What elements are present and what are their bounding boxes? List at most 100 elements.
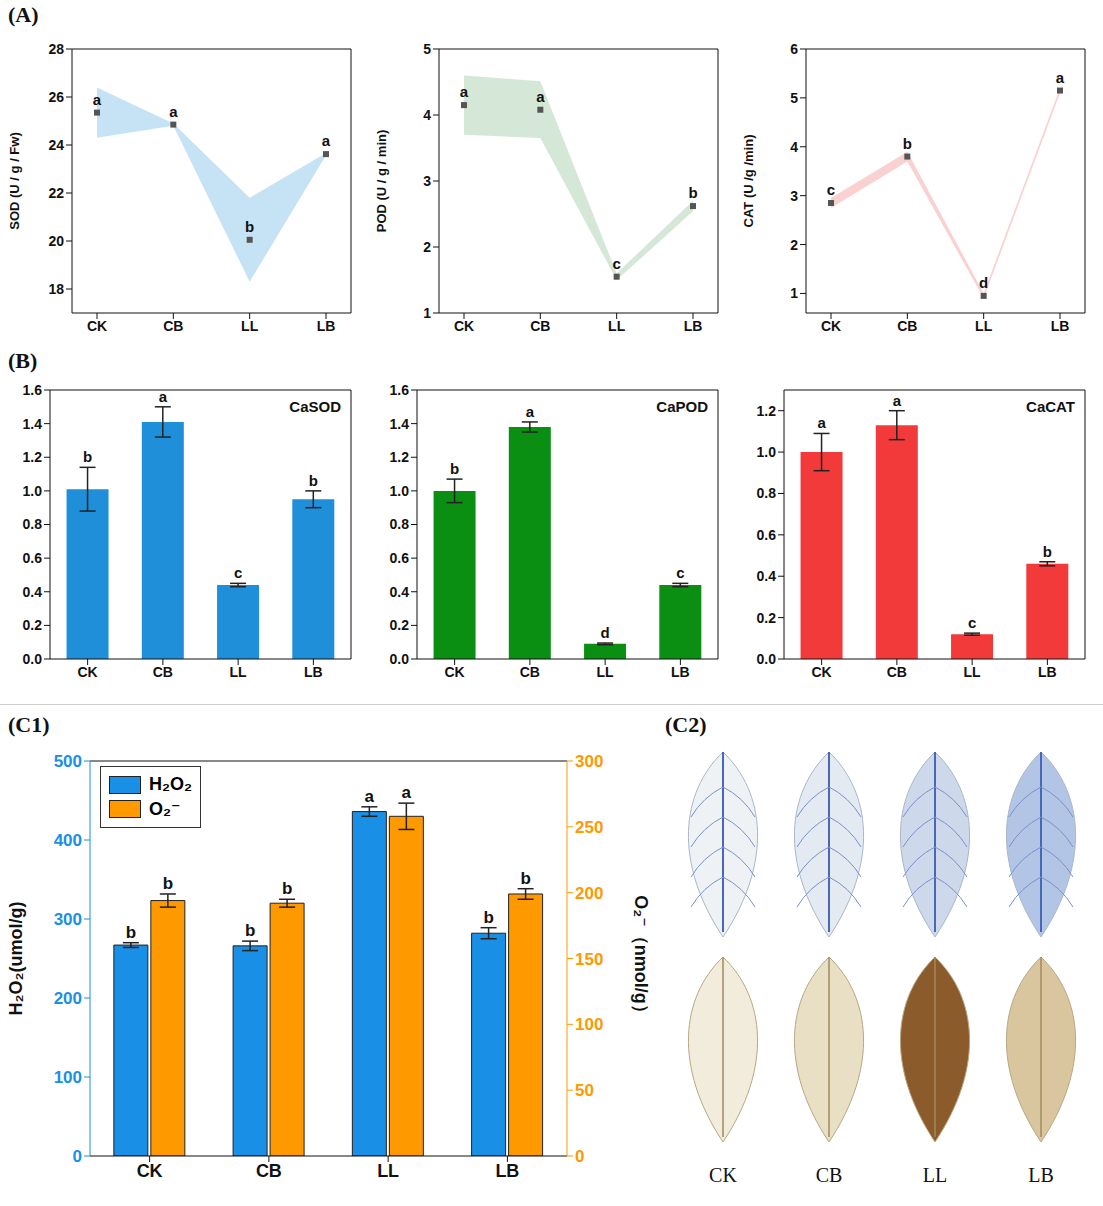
svg-text:1: 1 <box>790 285 798 301</box>
svg-text:0: 0 <box>575 1147 584 1166</box>
svg-text:2: 2 <box>790 237 798 253</box>
svg-text:20: 20 <box>48 233 64 249</box>
svg-text:1.2: 1.2 <box>23 449 43 465</box>
svg-text:LL: LL <box>597 664 615 680</box>
svg-text:0: 0 <box>73 1147 82 1166</box>
svg-text:O₂⁻（nmol/g）: O₂⁻（nmol/g） <box>631 895 651 1022</box>
svg-text:0.6: 0.6 <box>757 527 777 543</box>
svg-text:LL: LL <box>608 318 626 334</box>
svg-text:22: 22 <box>48 185 64 201</box>
svg-text:5: 5 <box>790 90 798 106</box>
svg-text:24: 24 <box>48 137 64 153</box>
svg-text:1.2: 1.2 <box>757 403 777 419</box>
svg-text:LL: LL <box>377 1161 399 1181</box>
svg-text:1: 1 <box>423 305 431 321</box>
svg-text:a: a <box>1056 69 1065 86</box>
svg-text:CB: CB <box>520 664 540 680</box>
svg-text:b: b <box>126 923 136 942</box>
svg-text:0.0: 0.0 <box>23 651 43 667</box>
svg-text:LB: LB <box>495 1161 519 1181</box>
svg-text:a: a <box>536 88 545 105</box>
svg-text:200: 200 <box>54 989 82 1008</box>
svg-text:LL: LL <box>975 318 993 334</box>
svg-text:0.2: 0.2 <box>390 617 410 633</box>
svg-text:300: 300 <box>54 910 82 929</box>
svg-text:b: b <box>245 218 254 235</box>
svg-text:4: 4 <box>790 139 798 155</box>
svg-text:CAT (U /g /min): CAT (U /g /min) <box>741 135 756 228</box>
svg-text:CB: CB <box>816 1164 843 1186</box>
svg-text:c: c <box>968 614 976 631</box>
svg-text:LB: LB <box>684 318 703 334</box>
svg-text:d: d <box>600 624 609 641</box>
svg-text:b: b <box>1043 543 1052 560</box>
svg-text:250: 250 <box>575 818 603 837</box>
svg-text:CB: CB <box>256 1161 282 1181</box>
svg-text:LL: LL <box>964 664 982 680</box>
svg-text:1.6: 1.6 <box>390 382 410 398</box>
svg-text:0.0: 0.0 <box>390 651 410 667</box>
svg-text:a: a <box>159 388 168 405</box>
svg-text:b: b <box>450 460 459 477</box>
svg-text:c: c <box>612 255 620 272</box>
svg-text:0.4: 0.4 <box>23 584 43 600</box>
svg-text:b: b <box>282 879 292 898</box>
svg-text:CB: CB <box>530 318 550 334</box>
svg-text:1.0: 1.0 <box>757 444 777 460</box>
svg-text:CK: CK <box>812 664 832 680</box>
svg-text:LB: LB <box>1028 1164 1054 1186</box>
svg-text:400: 400 <box>54 831 82 850</box>
svg-text:300: 300 <box>575 752 603 771</box>
svg-text:CB: CB <box>887 664 907 680</box>
svg-text:LB: LB <box>304 664 323 680</box>
svg-text:1.0: 1.0 <box>23 483 43 499</box>
svg-text:b: b <box>903 135 912 152</box>
svg-text:26: 26 <box>48 89 64 105</box>
svg-text:b: b <box>163 874 173 893</box>
svg-text:b: b <box>520 869 530 888</box>
svg-text:0.8: 0.8 <box>757 485 777 501</box>
svg-text:a: a <box>169 103 178 120</box>
svg-text:b: b <box>483 908 493 927</box>
svg-text:CB: CB <box>897 318 917 334</box>
svg-text:CK: CK <box>137 1161 163 1181</box>
svg-text:LL: LL <box>241 318 259 334</box>
svg-text:d: d <box>979 274 988 291</box>
svg-text:a: a <box>322 132 331 149</box>
svg-text:4: 4 <box>423 107 431 123</box>
svg-text:b: b <box>83 448 92 465</box>
svg-text:LB: LB <box>1051 318 1070 334</box>
svg-text:c: c <box>827 181 835 198</box>
svg-text:LB: LB <box>317 318 336 334</box>
svg-text:1.4: 1.4 <box>390 416 410 432</box>
svg-text:3: 3 <box>423 173 431 189</box>
svg-text:0.2: 0.2 <box>23 617 43 633</box>
svg-text:c: c <box>234 564 242 581</box>
svg-text:0.4: 0.4 <box>390 584 410 600</box>
svg-text:18: 18 <box>48 281 64 297</box>
svg-text:a: a <box>402 783 412 802</box>
svg-text:0.2: 0.2 <box>757 610 777 626</box>
svg-text:0.8: 0.8 <box>23 516 43 532</box>
svg-text:100: 100 <box>575 1015 603 1034</box>
svg-text:b: b <box>688 184 697 201</box>
svg-text:1.4: 1.4 <box>23 416 43 432</box>
svg-text:50: 50 <box>575 1081 594 1100</box>
svg-text:c: c <box>676 564 684 581</box>
svg-text:a: a <box>460 83 469 100</box>
svg-text:1.0: 1.0 <box>390 483 410 499</box>
svg-text:2: 2 <box>423 239 431 255</box>
svg-text:CK: CK <box>821 318 841 334</box>
svg-text:CK: CK <box>78 664 98 680</box>
svg-text:a: a <box>817 414 826 431</box>
svg-text:100: 100 <box>54 1068 82 1087</box>
svg-text:6: 6 <box>790 41 798 57</box>
svg-text:28: 28 <box>48 41 64 57</box>
svg-text:a: a <box>365 787 375 806</box>
svg-text:CK: CK <box>87 318 107 334</box>
svg-text:b: b <box>245 921 255 940</box>
svg-text:150: 150 <box>575 950 603 969</box>
svg-text:0.8: 0.8 <box>390 516 410 532</box>
svg-text:LB: LB <box>671 664 690 680</box>
svg-text:500: 500 <box>54 752 82 771</box>
